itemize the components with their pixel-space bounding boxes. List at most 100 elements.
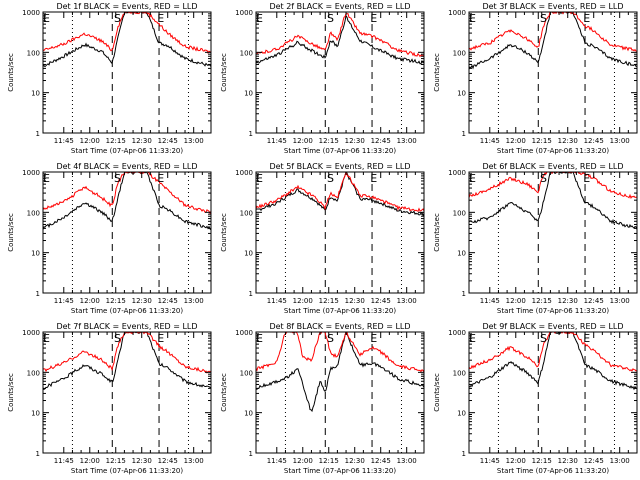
plot-area	[43, 332, 211, 453]
plot-frame	[255, 11, 425, 134]
detector-panel-9: Det 9f BLACK = Events, RED = LLD Counts/s…	[433, 322, 638, 475]
series-line-black	[43, 172, 211, 231]
x-axis-label: Start Time (07-Apr-06 11:33:20)	[284, 307, 396, 315]
x-tick-label: 11:45	[480, 297, 500, 305]
plot-area	[469, 172, 637, 293]
x-tick-label: 11:45	[267, 137, 287, 145]
x-tick-label: 12:45	[584, 297, 604, 305]
plot-area	[256, 332, 424, 453]
x-axis-label: Start Time (07-Apr-06 11:33:20)	[284, 467, 396, 475]
x-tick-label: 12:15	[319, 457, 339, 465]
x-tick-label: 11:45	[54, 137, 74, 145]
detector-panel-4: Det 4f BLACK = Events, RED = LLD Counts/s…	[7, 162, 212, 315]
x-tick-label: 13:00	[397, 297, 417, 305]
plot-area	[469, 12, 637, 133]
x-tick-label: 11:45	[267, 457, 287, 465]
y-axis-label: Counts/sec	[433, 213, 441, 252]
x-tick-label: 13:00	[184, 457, 204, 465]
detector-panel-1: Det 1f BLACK = Events, RED = LLD Counts/s…	[7, 2, 212, 155]
y-tick-label: 100	[240, 209, 253, 217]
plot-area	[43, 12, 211, 133]
x-tick-label: 12:45	[371, 137, 391, 145]
y-tick-label: 100	[453, 369, 466, 377]
event-flag: E	[370, 12, 377, 25]
event-flag: E	[256, 172, 263, 185]
detector-panel-7: Det 7f BLACK = Events, RED = LLD Counts/s…	[7, 322, 212, 475]
plot-area	[469, 332, 637, 453]
x-tick-label: 12:00	[80, 137, 100, 145]
y-tick-label: 100	[240, 49, 253, 57]
event-flag: E	[469, 12, 476, 25]
panel-title: Det 4f BLACK = Events, RED = LLD	[56, 162, 197, 171]
plot-frame	[42, 171, 212, 294]
event-flag: E	[157, 172, 164, 185]
x-tick-label: 12:00	[506, 297, 526, 305]
y-tick-label: 1	[249, 290, 253, 298]
panel-title: Det 1f BLACK = Events, RED = LLD	[56, 2, 197, 11]
event-flag: E	[256, 332, 263, 345]
y-tick-label: 100	[240, 369, 253, 377]
y-tick-label: 1000	[235, 169, 253, 177]
panel-title: Det 5f BLACK = Events, RED = LLD	[269, 162, 410, 171]
x-tick-label: 11:45	[480, 137, 500, 145]
series-line-black	[43, 332, 211, 390]
event-flag: S	[327, 172, 334, 185]
series-line-red	[256, 332, 424, 373]
y-tick-label: 1000	[235, 329, 253, 337]
event-flag: E	[370, 172, 377, 185]
series-line-red	[469, 172, 637, 199]
y-tick-label: 10	[244, 90, 253, 98]
y-tick-label: 1000	[448, 9, 466, 17]
x-axis-label: Start Time (07-Apr-06 11:33:20)	[284, 147, 396, 155]
x-tick-label: 12:00	[293, 457, 313, 465]
x-tick-label: 12:45	[158, 137, 178, 145]
y-axis-label: Counts/sec	[220, 213, 228, 252]
series-line-black	[256, 14, 424, 65]
y-axis-label: Counts/sec	[433, 373, 441, 412]
panel-title: Det 9f BLACK = Events, RED = LLD	[482, 322, 623, 331]
y-axis-label: Counts/sec	[7, 53, 15, 92]
detector-panel-5: Det 5f BLACK = Events, RED = LLD Counts/s…	[220, 162, 425, 315]
detector-panel-3: Det 3f BLACK = Events, RED = LLD Counts/s…	[433, 2, 638, 155]
y-tick-label: 10	[457, 410, 466, 418]
x-axis-label: Start Time (07-Apr-06 11:33:20)	[71, 467, 183, 475]
y-tick-label: 10	[457, 90, 466, 98]
y-axis-label: Counts/sec	[433, 53, 441, 92]
event-flag: E	[370, 332, 377, 345]
detector-panel-8: Det 8f BLACK = Events, RED = LLD Counts/s…	[220, 322, 425, 475]
x-tick-label: 12:45	[371, 297, 391, 305]
x-tick-label: 12:30	[558, 137, 578, 145]
y-tick-label: 10	[31, 90, 40, 98]
x-tick-label: 12:15	[319, 137, 339, 145]
event-flag: E	[43, 172, 50, 185]
series-line-black	[256, 172, 424, 217]
panel-title: Det 3f BLACK = Events, RED = LLD	[482, 2, 623, 11]
plot-frame	[468, 11, 638, 134]
plot-frame	[42, 11, 212, 134]
event-flag: E	[583, 332, 590, 345]
panel-title: Det 7f BLACK = Events, RED = LLD	[56, 322, 197, 331]
x-tick-label: 13:00	[397, 457, 417, 465]
plot-area	[256, 172, 424, 293]
x-tick-label: 13:00	[610, 297, 630, 305]
x-tick-label: 13:00	[184, 137, 204, 145]
y-axis-label: Counts/sec	[7, 373, 15, 412]
series-line-red	[469, 332, 637, 372]
event-flag: E	[583, 172, 590, 185]
x-tick-label: 11:45	[480, 457, 500, 465]
x-tick-label: 12:15	[106, 137, 126, 145]
event-flag: E	[157, 12, 164, 25]
y-tick-label: 100	[27, 49, 40, 57]
y-tick-label: 1	[36, 290, 40, 298]
event-flag: E	[157, 332, 164, 345]
y-tick-label: 100	[453, 49, 466, 57]
x-tick-label: 12:15	[106, 297, 126, 305]
x-tick-label: 12:45	[584, 137, 604, 145]
x-axis-label: Start Time (07-Apr-06 11:33:20)	[71, 147, 183, 155]
x-tick-label: 12:45	[158, 457, 178, 465]
plot-frame	[255, 331, 425, 454]
x-tick-label: 12:00	[293, 297, 313, 305]
event-flag: S	[114, 12, 121, 25]
series-line-black	[469, 332, 637, 391]
y-tick-label: 10	[457, 250, 466, 258]
